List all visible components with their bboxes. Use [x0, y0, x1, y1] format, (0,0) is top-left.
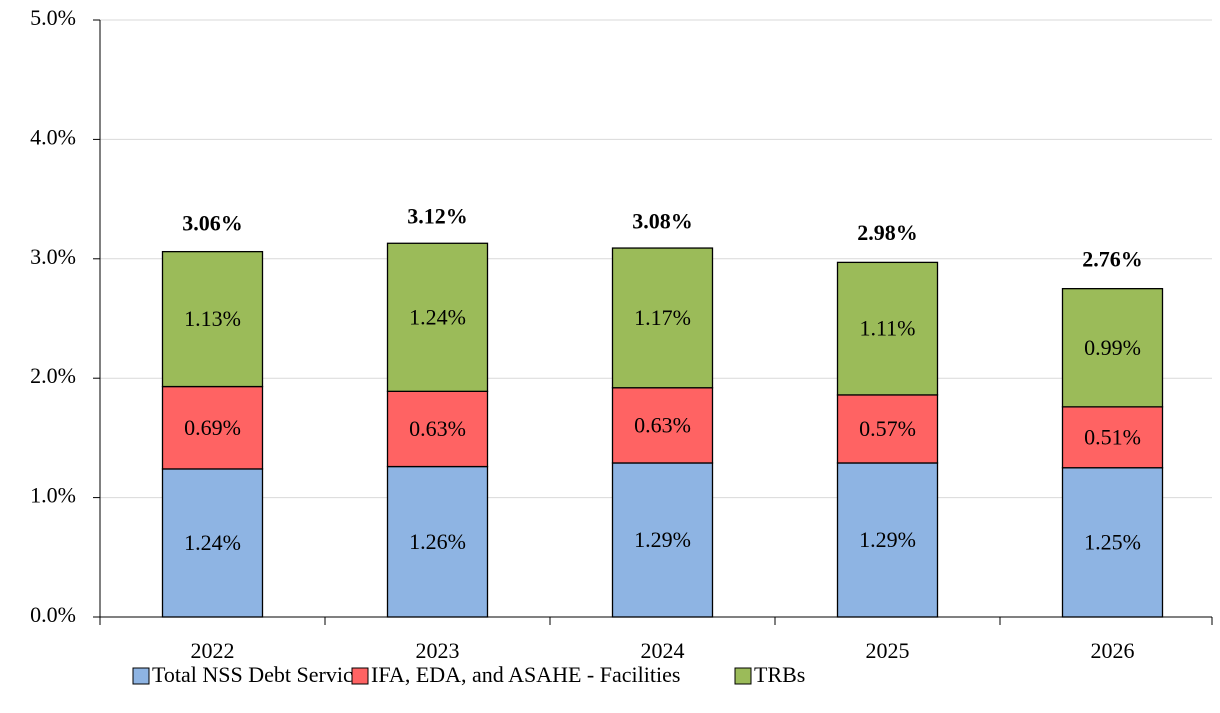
legend-label: TRBs	[754, 662, 805, 687]
data-label: 0.63%	[409, 416, 466, 441]
bar-segment	[836, 462, 939, 618]
bar-segment	[1061, 467, 1164, 618]
data-label: 1.26%	[409, 529, 466, 554]
legend-label: IFA, EDA, and ASAHE - Facilities	[371, 662, 680, 687]
bar-segment	[1061, 406, 1164, 469]
data-label: 0.57%	[859, 416, 916, 441]
legend-swatch	[351, 667, 369, 685]
x-tick-label: 2023	[416, 638, 460, 663]
total-label: 3.08%	[632, 208, 693, 233]
data-label: 1.25%	[1084, 529, 1141, 554]
x-tick-label: 2025	[866, 638, 910, 663]
x-tick-label: 2022	[191, 638, 235, 663]
bar-segment	[611, 462, 714, 618]
y-tick-label: 3.0%	[30, 244, 76, 269]
bar-segment	[836, 394, 939, 464]
x-tick-label: 2024	[641, 638, 685, 663]
total-label: 2.76%	[1082, 247, 1143, 272]
data-label: 0.69%	[184, 415, 241, 440]
data-label: 0.63%	[634, 412, 691, 437]
legend-label: Total NSS Debt Service	[152, 662, 362, 687]
bar-segment	[836, 261, 939, 396]
bar-segment	[386, 390, 489, 468]
total-label: 3.06%	[182, 211, 243, 236]
total-label: 3.12%	[407, 204, 468, 229]
data-label: 1.24%	[409, 304, 466, 329]
bar-segment	[386, 242, 489, 392]
bar-segment	[161, 385, 264, 470]
data-label: 1.24%	[184, 530, 241, 555]
data-label: 1.29%	[634, 527, 691, 552]
bar-segment	[386, 465, 489, 618]
data-label: 0.99%	[1084, 335, 1141, 360]
x-tick-label: 2026	[1091, 638, 1135, 663]
bar-segment	[611, 387, 714, 464]
y-tick-label: 0.0%	[30, 602, 76, 627]
y-tick-label: 2.0%	[30, 363, 76, 388]
y-tick-label: 4.0%	[30, 124, 76, 149]
data-label: 1.29%	[859, 527, 916, 552]
y-tick-label: 1.0%	[30, 483, 76, 508]
data-label: 1.17%	[634, 305, 691, 330]
y-tick-label: 5.0%	[30, 5, 76, 30]
data-label: 1.13%	[184, 306, 241, 331]
data-label: 1.11%	[859, 316, 915, 341]
legend-swatch	[734, 667, 752, 685]
bar-segment	[161, 250, 264, 388]
legend-swatch	[132, 667, 150, 685]
total-label: 2.98%	[857, 220, 918, 245]
bar-segment	[611, 247, 714, 389]
bar-segment	[1061, 287, 1164, 408]
data-label: 0.51%	[1084, 424, 1141, 449]
